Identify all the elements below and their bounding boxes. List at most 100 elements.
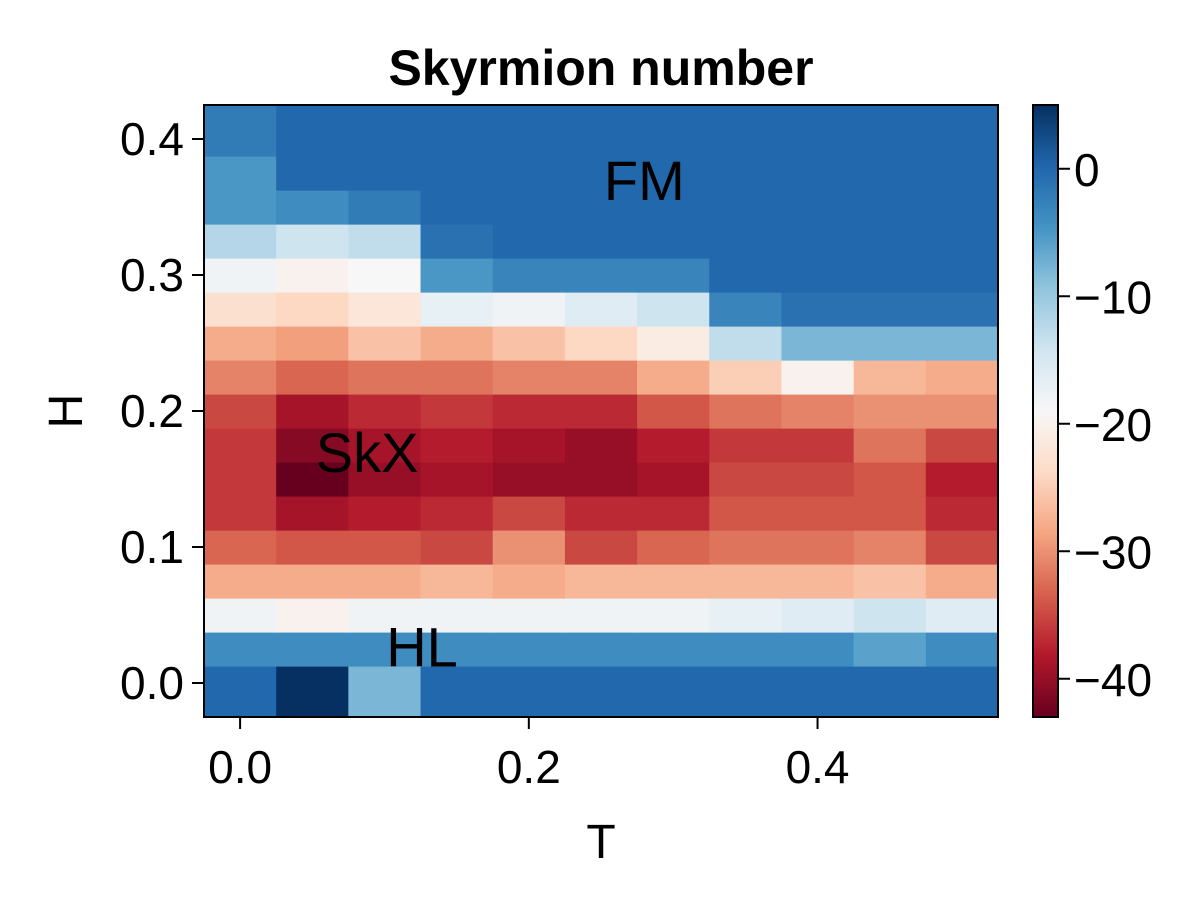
heatmap-cell	[204, 598, 277, 633]
heatmap-cell	[492, 394, 566, 429]
heatmap-cell	[420, 156, 494, 191]
heatmap-cell	[204, 292, 277, 327]
heatmap-cell	[781, 105, 855, 157]
heatmap-cell	[925, 666, 999, 718]
phase-annotations: FM SkX HL	[316, 149, 685, 678]
heatmap-cell	[925, 292, 999, 327]
heatmap-cell	[492, 224, 566, 259]
heatmap-cell	[564, 224, 638, 259]
heatmap-cell	[637, 666, 710, 718]
heatmap-cell	[420, 598, 494, 633]
heatmap-cell	[925, 462, 999, 497]
heatmap-cell	[492, 190, 566, 225]
heatmap-cell	[276, 666, 349, 718]
heatmap-cell	[709, 105, 783, 157]
heatmap-cell	[276, 258, 349, 293]
annotation-skx: SkX	[316, 421, 419, 484]
y-tick-label: 0.2	[120, 385, 184, 437]
heatmap-cell	[781, 360, 855, 395]
heatmap-cell	[637, 564, 710, 599]
heatmap-cell	[925, 564, 999, 599]
heatmap-cell	[637, 428, 710, 463]
heatmap-cell	[925, 258, 999, 293]
heatmap-cell	[781, 666, 855, 718]
heatmap-cell	[564, 598, 638, 633]
x-axis-ticks: 0.0 0.2 0.4	[208, 717, 850, 793]
colorbar-tick-label: −30	[1074, 526, 1152, 578]
heatmap-cell	[709, 428, 783, 463]
heatmap-cells	[204, 105, 999, 718]
heatmap-cell	[564, 156, 638, 191]
annotation-fm: FM	[604, 149, 685, 212]
heatmap-cell	[276, 105, 349, 157]
heatmap-cell	[925, 598, 999, 633]
heatmap-cell	[420, 666, 494, 718]
heatmap-cell	[637, 156, 710, 191]
y-tick-label: 0.3	[120, 249, 184, 301]
heatmap-cell	[420, 258, 494, 293]
heatmap-cell	[564, 530, 638, 565]
heatmap-cell	[420, 462, 494, 497]
heatmap-cell	[564, 190, 638, 225]
y-axis-ticks: 0.0 0.1 0.2 0.3 0.4	[120, 113, 204, 709]
heatmap-cell	[204, 394, 277, 429]
y-tick-label: 0.4	[120, 113, 184, 165]
heatmap-cell	[420, 292, 494, 327]
heatmap-cell	[637, 292, 710, 327]
heatmap-cell	[853, 428, 927, 463]
heatmap-cell	[853, 156, 927, 191]
colorbar-tick-label: −20	[1074, 399, 1152, 451]
heatmap-cell	[709, 666, 783, 718]
heatmap-cell	[853, 394, 927, 429]
heatmap-cell	[348, 394, 422, 429]
heatmap-cell	[348, 632, 422, 667]
heatmap-cell	[709, 394, 783, 429]
heatmap-cell	[709, 496, 783, 531]
heatmap-cell	[420, 564, 494, 599]
heatmap-cell	[781, 394, 855, 429]
heatmap-cell	[925, 632, 999, 667]
heatmap-cell	[781, 156, 855, 191]
heatmap-cell	[637, 394, 710, 429]
heatmap-cell	[348, 190, 422, 225]
heatmap-cell	[348, 462, 422, 497]
heatmap-cell	[204, 632, 277, 667]
heatmap-cell	[276, 598, 349, 633]
heatmap-cell	[637, 598, 710, 633]
heatmap-cell	[781, 224, 855, 259]
heatmap-cell	[492, 666, 566, 718]
y-axis-label: H	[40, 394, 93, 429]
heatmap-cell	[276, 632, 349, 667]
heatmap-cell	[853, 462, 927, 497]
heatmap-cell	[276, 156, 349, 191]
heatmap-cell	[420, 326, 494, 361]
heatmap-cell	[781, 496, 855, 531]
heatmap-cell	[276, 326, 349, 361]
heatmap-cell	[492, 105, 566, 157]
heatmap-cell	[204, 190, 277, 225]
heatmap-cell	[853, 326, 927, 361]
heatmap-cell	[492, 258, 566, 293]
heatmap-cell	[781, 326, 855, 361]
heatmap-cell	[276, 292, 349, 327]
heatmap-cell	[564, 496, 638, 531]
heatmap-cell	[853, 190, 927, 225]
heatmap-cell	[564, 105, 638, 157]
heatmap-cell	[853, 105, 927, 157]
heatmap-cell	[637, 326, 710, 361]
heatmap-cell	[204, 564, 277, 599]
heatmap-cell	[348, 258, 422, 293]
heatmap-cell	[348, 292, 422, 327]
heatmap-cell	[348, 360, 422, 395]
heatmap-cell	[709, 530, 783, 565]
x-tick-label: 0.2	[497, 741, 561, 793]
heatmap-cell	[853, 530, 927, 565]
heatmap-cell	[276, 462, 349, 497]
heatmap-cell	[637, 190, 710, 225]
heatmap-cell	[420, 360, 494, 395]
heatmap-cell	[564, 564, 638, 599]
heatmap-cell	[925, 496, 999, 531]
heatmap-cell	[420, 530, 494, 565]
heatmap-cell	[709, 462, 783, 497]
chart-title: Skyrmion number	[388, 40, 813, 96]
